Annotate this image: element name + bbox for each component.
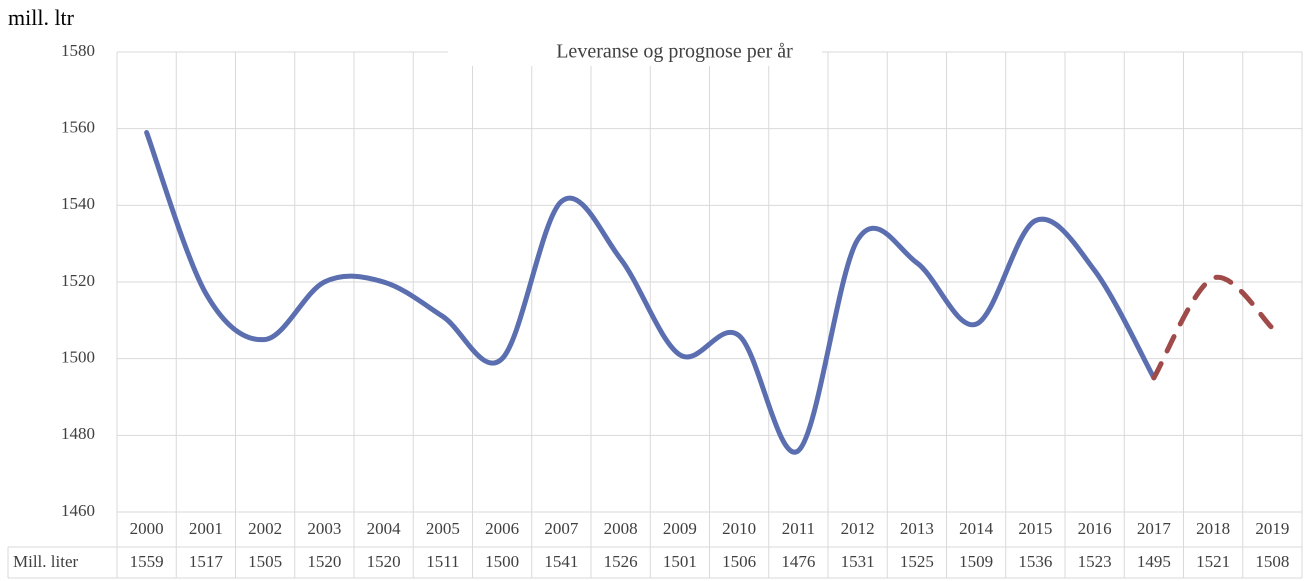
table-value: 1506: [722, 552, 756, 571]
x-tick-label: 2014: [959, 519, 994, 538]
x-tick-label: 2009: [663, 519, 697, 538]
y-tick-label: 1560: [61, 118, 95, 137]
x-tick-label: 2006: [485, 519, 519, 538]
table-row-label: Mill. liter: [13, 552, 79, 571]
x-tick-label: 2011: [782, 519, 815, 538]
table-value: 1505: [248, 552, 282, 571]
x-tick-label: 2005: [426, 519, 460, 538]
table-value: 1541: [544, 552, 578, 571]
table-value: 1536: [1018, 552, 1052, 571]
y-tick-label: 1480: [61, 424, 95, 443]
x-tick-label: 2001: [189, 519, 223, 538]
table-value: 1523: [1078, 552, 1112, 571]
x-tick-label: 2019: [1255, 519, 1289, 538]
table-value: 1520: [367, 552, 401, 571]
y-tick-label: 1500: [61, 348, 95, 367]
x-tick-label: 2017: [1137, 519, 1172, 538]
grid: [7, 51, 1303, 579]
table-value: 1521: [1196, 552, 1230, 571]
y-tick-label: 1540: [61, 194, 95, 213]
x-tick-label: 2010: [722, 519, 756, 538]
x-tick-label: 2002: [248, 519, 282, 538]
title-bg: [448, 40, 822, 66]
table-value: 1520: [307, 552, 341, 571]
y-axis-label: mill. ltr: [8, 5, 75, 30]
x-tick-label: 2013: [900, 519, 934, 538]
x-tick-label: 2003: [307, 519, 341, 538]
table-value: 1508: [1255, 552, 1289, 571]
line: [1151, 274, 1275, 381]
table-value: 1531: [841, 552, 875, 571]
x-tick-label: 2008: [604, 519, 638, 538]
table-value: 1526: [604, 552, 638, 571]
x-tick-label: 2007: [544, 519, 579, 538]
chart-title: Leveranse og prognose per år: [556, 41, 793, 63]
y-tick-label: 1460: [61, 501, 95, 520]
table-value: 1559: [130, 552, 164, 571]
y-tick-label: 1580: [61, 41, 95, 60]
x-tick-label: 2012: [841, 519, 875, 538]
x-tick-label: 2018: [1196, 519, 1230, 538]
table-value: 1511: [426, 552, 459, 571]
x-tick-label: 2004: [367, 519, 402, 538]
table-value: 1495: [1137, 552, 1171, 571]
table-value: 1501: [663, 552, 697, 571]
line: [144, 130, 1157, 455]
table-value: 1525: [900, 552, 934, 571]
x-tick-label: 2015: [1018, 519, 1052, 538]
x-tick-label: 2000: [130, 519, 164, 538]
x-tick-label: 2016: [1078, 519, 1112, 538]
table-value: 1509: [959, 552, 993, 571]
table-value: 1517: [189, 552, 224, 571]
table-value: 1476: [781, 552, 815, 571]
table-value: 1500: [485, 552, 519, 571]
y-tick-label: 1520: [61, 271, 95, 290]
